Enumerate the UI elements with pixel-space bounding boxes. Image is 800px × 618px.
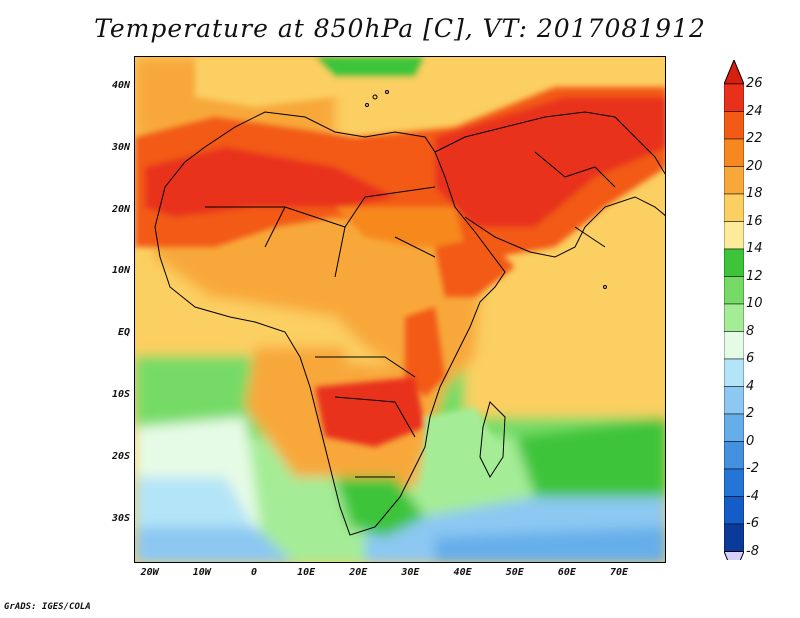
colorbar-segment [724, 138, 744, 167]
colorbar-label: 4 [746, 378, 755, 394]
colorbar-segment [724, 413, 744, 442]
colorbar-segment [724, 166, 744, 195]
colorbar-label: 6 [746, 351, 755, 366]
colorbar-segment [724, 193, 744, 222]
colorbar-segment [724, 386, 744, 415]
colorbar-segment [724, 468, 744, 497]
lat-label: 40N [111, 79, 130, 91]
colorbar-segment [724, 248, 744, 277]
lat-label: 10N [111, 265, 130, 277]
lon-label: 20E [349, 567, 368, 578]
coastlines [154, 111, 665, 536]
colorbar [724, 60, 744, 560]
lon-label: 50E [505, 567, 524, 578]
colorbar-segment [724, 523, 744, 552]
colorbar-label: -6 [746, 516, 759, 531]
colorbar-label: 0 [746, 433, 755, 449]
colorbar-label: 24 [746, 103, 763, 119]
colorbar-segment [724, 83, 744, 112]
colorbar-label: -4 [746, 488, 759, 504]
colorbar-label: 2 [746, 406, 755, 421]
colorbar-label: -8 [746, 543, 759, 559]
colorbar-label: 22 [746, 131, 763, 146]
colorbar-label: 20 [746, 158, 763, 174]
map-title: Temperature at 850hPa [C], VT: 201708191… [94, 14, 706, 43]
lon-label: 30E [401, 567, 420, 578]
temperature-map [134, 56, 666, 563]
lon-label: 10E [297, 567, 316, 578]
lat-label: 20S [111, 450, 130, 462]
colorbar-label: -2 [746, 461, 759, 476]
colorbar-bottom-arrow [724, 551, 744, 560]
islands [365, 90, 607, 289]
colorbar-segment [724, 496, 744, 525]
colorbar-segment [724, 441, 744, 470]
lat-label: 30S [111, 512, 130, 524]
colorbar-label: 18 [746, 186, 763, 201]
colorbar-top-arrow [724, 60, 744, 85]
lat-label: 20N [111, 203, 130, 215]
hot-zones [135, 57, 665, 497]
colorbar-label: 14 [746, 241, 763, 256]
lon-label: 60E [557, 567, 576, 578]
lat-label: EQ [117, 327, 130, 339]
colorbar-label: 16 [746, 213, 763, 229]
colorbar-segment [724, 358, 744, 387]
lon-label: 40E [453, 567, 472, 578]
temperature-field [135, 57, 665, 562]
lat-label: 30N [111, 141, 130, 153]
colorbar-label: 10 [746, 296, 763, 311]
lon-label: 70E [610, 567, 629, 578]
colorbar-segment [724, 276, 744, 305]
colorbar-segment [724, 221, 744, 250]
lon-label: 20W [140, 567, 159, 578]
lat-label: 10S [111, 389, 130, 401]
colorbar-label: 12 [746, 268, 763, 284]
colorbar-segment [724, 111, 744, 140]
colorbar-label: 26 [746, 76, 763, 91]
credit-text: GrADS: IGES/COLA [4, 602, 91, 612]
colorbar-segment [724, 303, 744, 332]
colorbar-label: 8 [746, 323, 755, 339]
lon-label: 0 [250, 567, 257, 578]
colorbar-segment [724, 331, 744, 360]
lon-label: 10W [192, 567, 211, 578]
